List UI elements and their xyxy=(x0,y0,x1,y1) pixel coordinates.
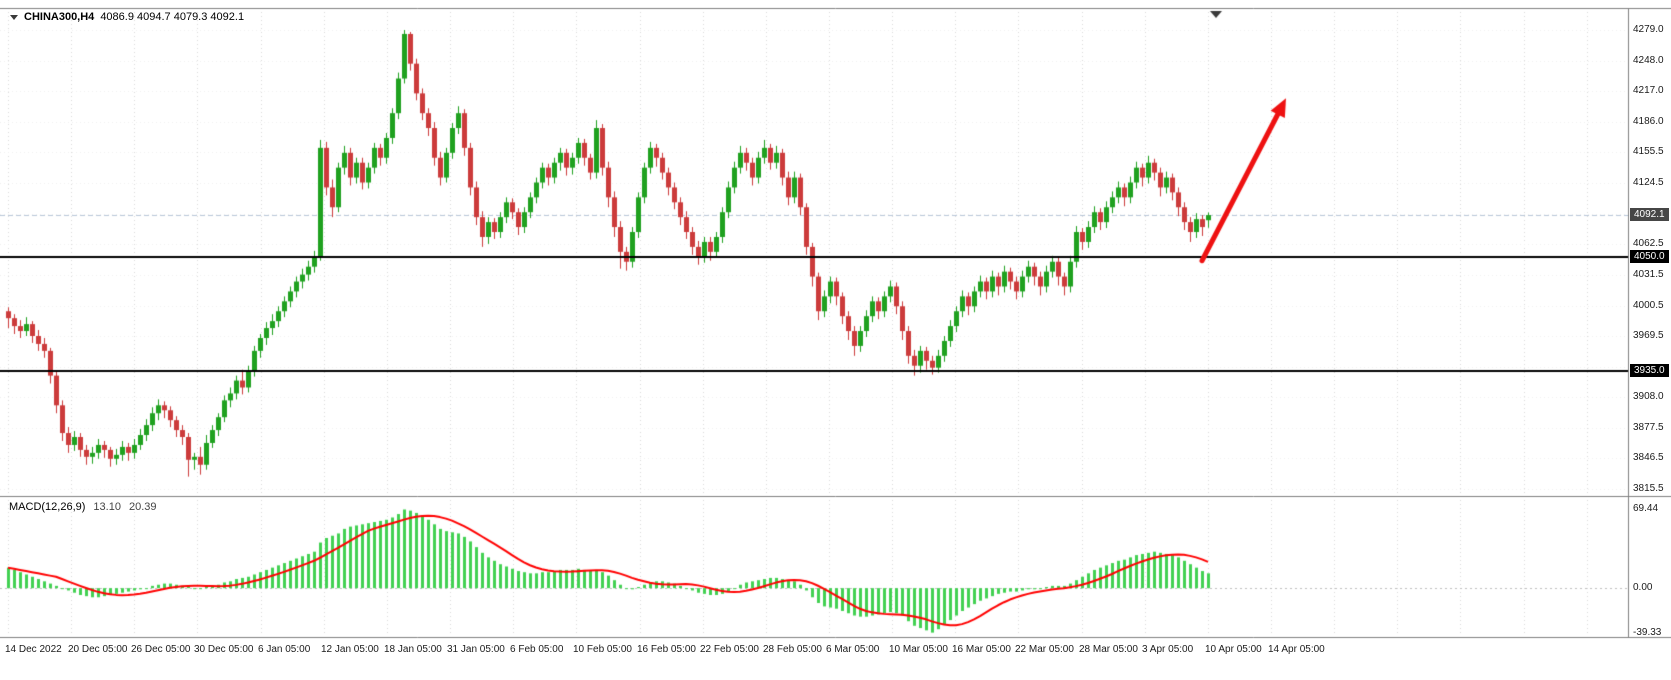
macd-indicator-label: MACD(12,26,9) 13.10 20.39 xyxy=(9,501,156,513)
macd-name: MACD(12,26,9) xyxy=(9,501,86,513)
symbol-period-label: CHINA300,H4 xyxy=(24,11,95,23)
symbol-dropdown-icon[interactable] xyxy=(10,14,18,20)
symbol-info: CHINA300,H4 4086.9 4094.7 4079.3 4092.1 xyxy=(10,11,244,23)
macd-signal-value: 20.39 xyxy=(128,501,157,513)
macd-main-value: 13.10 xyxy=(93,501,121,513)
ohlc-values: 4086.9 4094.7 4079.3 4092.1 xyxy=(100,11,245,23)
